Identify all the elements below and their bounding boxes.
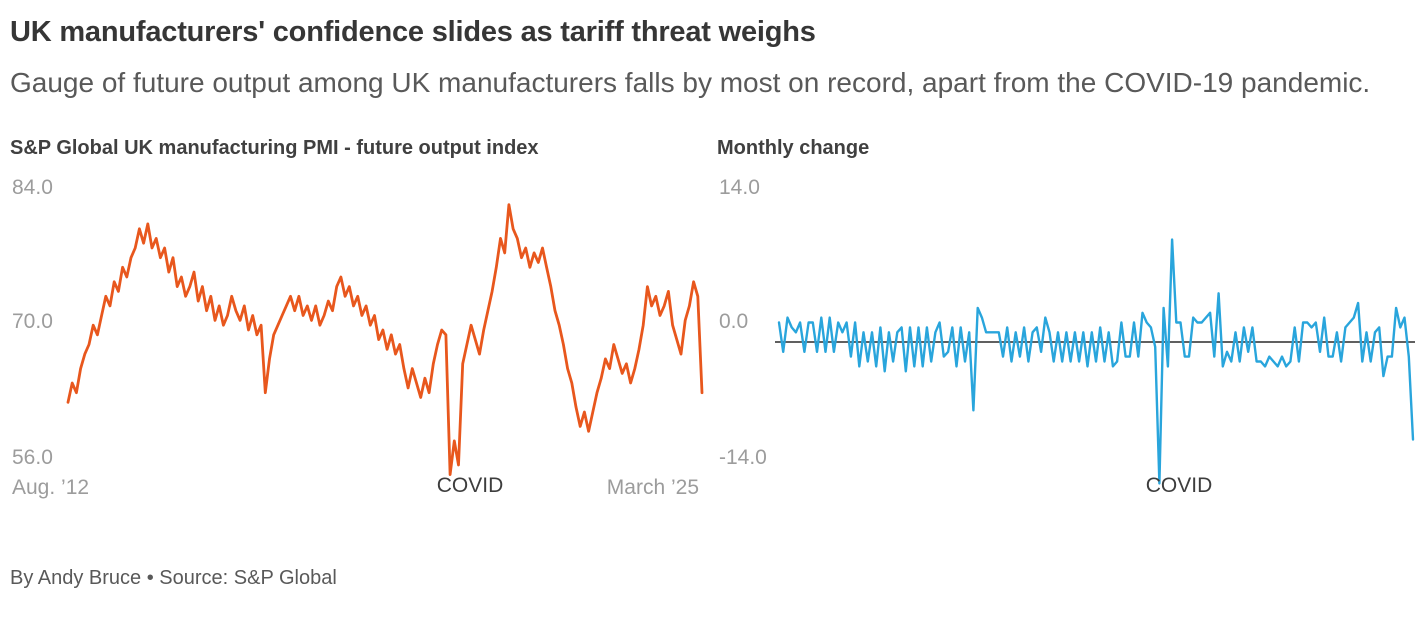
page-title: UK manufacturers' confidence slides as t… (10, 16, 816, 48)
charts-row: S&P Global UK manufacturing PMI - future… (10, 136, 1415, 515)
pmi-xlabel-start: Aug. ’12 (12, 475, 90, 499)
change-line-chart (775, 238, 1415, 485)
pmi-covid-annotation: COVID (436, 473, 504, 497)
page-subtitle: Gauge of future output among UK manufact… (10, 67, 1371, 98)
change-chart-area: 14.0 0.0 -14.0 COVID (717, 170, 1415, 515)
pmi-line-chart (66, 202, 704, 476)
byline-source: By Andy Bruce • Source: S&P Global (10, 566, 337, 589)
pmi-ytick-70: 70.0 (12, 309, 53, 333)
pmi-series-line (66, 202, 704, 476)
pmi-chart-area: 84.0 70.0 56.0 Aug. ’12 COVID March ’25 (10, 170, 704, 515)
pmi-chart-block: S&P Global UK manufacturing PMI - future… (10, 136, 704, 515)
pmi-chart-title: S&P Global UK manufacturing PMI - future… (10, 136, 539, 159)
pmi-ytick-84: 84.0 (12, 175, 53, 199)
pmi-xlabel-end: March ’25 (606, 475, 699, 499)
pmi-ytick-56: 56.0 (12, 445, 53, 469)
change-ytick-0: 0.0 (719, 309, 749, 333)
change-ytick-neg14: -14.0 (719, 445, 767, 469)
change-ytick-14: 14.0 (719, 175, 760, 199)
change-chart-block: Monthly change 14.0 0.0 -14.0 COVID (717, 136, 1415, 515)
change-series-line (777, 238, 1415, 485)
change-covid-annotation: COVID (1145, 473, 1213, 497)
change-chart-title: Monthly change (717, 136, 870, 159)
